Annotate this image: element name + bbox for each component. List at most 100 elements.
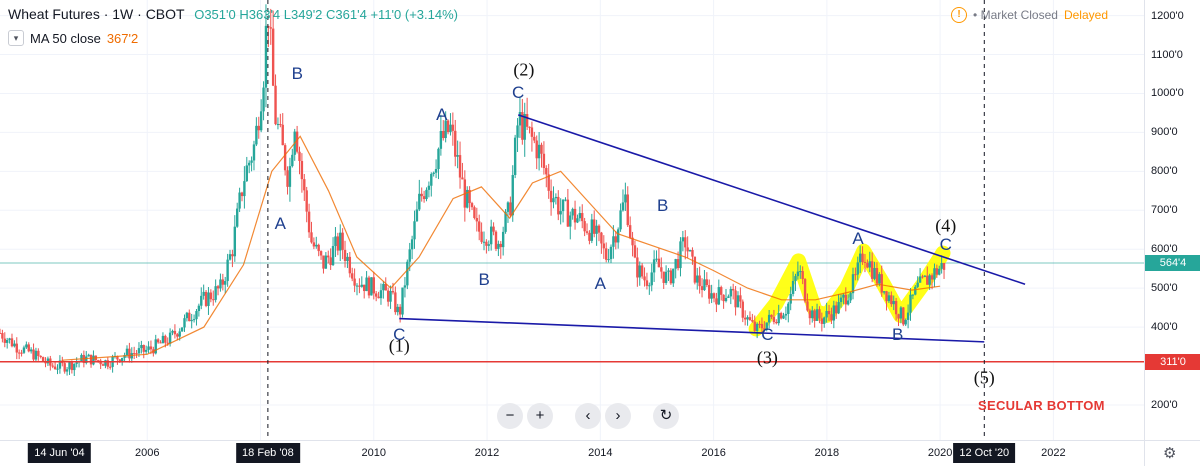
axis-corner: ⚙ <box>1144 440 1200 466</box>
candle-body <box>192 319 196 321</box>
x-tick-label: 2016 <box>701 447 726 459</box>
wave-number-label: (2) <box>513 59 535 80</box>
candle-body <box>303 179 306 191</box>
zoom-in-button[interactable]: + <box>527 403 553 429</box>
candle-body <box>231 254 234 257</box>
y-tick-label: 700'0 <box>1151 204 1178 217</box>
candle-body <box>39 356 42 358</box>
candle-body <box>497 243 500 249</box>
candle-body <box>504 211 507 232</box>
wave-label: B <box>291 63 303 83</box>
zoom-out-button[interactable]: − <box>497 403 523 429</box>
candle-body <box>868 261 871 268</box>
candle-body <box>858 253 862 263</box>
candle-body <box>446 120 450 133</box>
symbol-title[interactable]: Wheat Futures · 1W · CBOT <box>8 6 185 22</box>
candle-body <box>717 287 721 305</box>
candle-body <box>185 312 189 319</box>
candle-body <box>334 236 337 247</box>
chart-legend: Wheat Futures · 1W · CBOT O351'0 H363'4 … <box>8 6 458 22</box>
candle-body <box>906 312 910 320</box>
candle-body <box>751 320 754 322</box>
candle-body <box>794 276 797 281</box>
candle-body <box>832 305 836 321</box>
candle-body <box>226 259 229 282</box>
candle-body <box>487 244 490 246</box>
scroll-left-button[interactable]: ‹ <box>575 403 601 429</box>
candle-body <box>20 352 23 354</box>
candle-body <box>815 309 819 321</box>
candle-body <box>890 295 893 305</box>
candle-body <box>27 344 30 352</box>
candle-body <box>132 353 136 355</box>
wave-label: C <box>393 324 406 344</box>
candle-body <box>22 347 26 353</box>
candle-body <box>281 124 284 146</box>
candle-body <box>391 290 395 293</box>
price-axis[interactable]: 1200'0 1100'0 1000'0 900'0 800'0 700'0 600'0 50… <box>1144 0 1200 440</box>
candle-body <box>806 301 809 311</box>
candle-body <box>763 328 766 330</box>
candle-body <box>607 259 610 261</box>
chart-plot-area[interactable] <box>0 0 1144 440</box>
candle-body <box>743 317 747 320</box>
candle-body <box>643 276 646 281</box>
candle-body <box>279 124 282 126</box>
candle-body <box>664 271 668 283</box>
candle-body <box>820 318 824 324</box>
candle-body <box>899 307 903 319</box>
candle-body <box>58 360 62 369</box>
candle-body <box>245 165 248 182</box>
candle-body <box>118 359 122 362</box>
candle-body <box>921 276 924 278</box>
candle-body <box>612 236 615 247</box>
candle-body <box>777 313 780 324</box>
candle-body <box>394 292 397 313</box>
candle-body <box>159 342 162 344</box>
candle-body <box>545 168 548 175</box>
exclamation-circle-icon[interactable]: ! <box>951 7 968 23</box>
candle-body <box>224 281 227 285</box>
candle-body <box>365 277 368 292</box>
candle-body <box>17 352 21 354</box>
candle-body <box>542 153 546 169</box>
reset-chart-button[interactable]: ↻ <box>653 403 679 429</box>
candle-body <box>614 236 617 243</box>
y-tick-label: 900'0 <box>1151 126 1178 139</box>
market-closed-text: • Market Closed <box>973 8 1058 22</box>
date-badge: 18 Feb '08 <box>236 443 300 463</box>
gear-icon[interactable]: ⚙ <box>1163 445 1177 462</box>
candle-body <box>842 294 845 298</box>
candle-body <box>873 268 876 279</box>
candle-body <box>207 292 210 306</box>
ma-indicator-row: ▾ MA 50 close 367'2 <box>8 30 138 46</box>
open-value: O351'0 <box>194 7 236 22</box>
y-tick-label: 500'0 <box>1151 282 1178 295</box>
candle-body <box>410 239 414 250</box>
candle-body <box>827 310 831 315</box>
time-axis[interactable]: 20062008201020122014201620182020202214 J… <box>0 440 1144 466</box>
candle-body <box>430 173 433 186</box>
candle-body <box>243 181 246 197</box>
candle-body <box>480 231 483 242</box>
candle-body <box>336 236 340 251</box>
y-tick-label: 200'0 <box>1151 398 1178 411</box>
candle-body <box>578 213 582 219</box>
candle-body <box>101 364 105 366</box>
wave-label: A <box>274 213 286 233</box>
candle-body <box>422 196 426 200</box>
candle-body <box>904 319 907 325</box>
candle-body <box>588 232 591 241</box>
candle-body <box>849 293 852 301</box>
delayed-label: Delayed <box>1063 8 1108 22</box>
candle-body <box>319 251 323 256</box>
candle-body <box>638 265 641 278</box>
y-tick-label: 400'0 <box>1151 321 1178 334</box>
candle-body <box>590 219 594 241</box>
candle-body <box>765 322 768 330</box>
scroll-right-button[interactable]: › <box>605 403 631 429</box>
candle-body <box>710 293 713 299</box>
chevron-down-icon[interactable]: ▾ <box>8 30 24 46</box>
candle-body <box>439 130 443 149</box>
ma-label[interactable]: MA 50 close <box>30 30 101 46</box>
